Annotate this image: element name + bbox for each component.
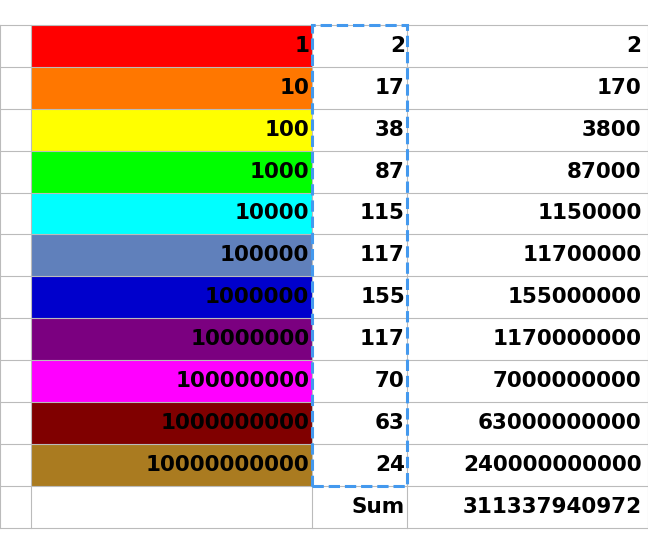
Text: 2: 2 [390, 36, 405, 56]
Text: 10000: 10000 [235, 204, 309, 223]
Text: 10: 10 [279, 78, 309, 98]
Bar [31, 318, 312, 360]
Text: 63000000000: 63000000000 [478, 413, 642, 433]
Text: 7000000000: 7000000000 [492, 371, 642, 391]
Bar [31, 109, 312, 151]
Text: 240000000000: 240000000000 [463, 455, 642, 475]
Text: 10000000: 10000000 [190, 329, 309, 349]
Text: 100000: 100000 [220, 245, 309, 266]
Text: 1000000: 1000000 [205, 287, 309, 307]
Text: 311337940972: 311337940972 [463, 497, 642, 517]
Bar [31, 402, 312, 444]
Bar [31, 67, 312, 109]
Text: 38: 38 [375, 119, 405, 140]
Bar [31, 277, 312, 318]
Text: 10000000000: 10000000000 [145, 455, 309, 475]
Text: 115: 115 [360, 204, 405, 223]
Text: 11700000: 11700000 [522, 245, 642, 266]
Bar [31, 234, 312, 276]
Bar [31, 151, 312, 192]
Text: 155: 155 [360, 287, 405, 307]
Text: 17: 17 [375, 78, 405, 98]
Text: 2: 2 [627, 36, 642, 56]
Text: 1170000000: 1170000000 [492, 329, 642, 349]
Text: 3800: 3800 [582, 119, 642, 140]
Text: 170: 170 [597, 78, 642, 98]
Text: 87000: 87000 [567, 162, 642, 182]
Text: 100000000: 100000000 [175, 371, 309, 391]
Text: 70: 70 [375, 371, 405, 391]
Text: 1150000: 1150000 [537, 204, 642, 223]
Text: 117: 117 [360, 329, 405, 349]
Text: Sum: Sum [352, 497, 405, 517]
Bar [31, 192, 312, 234]
Text: 1: 1 [294, 36, 309, 56]
Text: 1000000000: 1000000000 [160, 413, 309, 433]
Text: 87: 87 [375, 162, 405, 182]
Text: 117: 117 [360, 245, 405, 266]
Bar [312, 25, 408, 486]
Text: 155000000: 155000000 [507, 287, 642, 307]
Text: 63: 63 [375, 413, 405, 433]
Text: 24: 24 [375, 455, 405, 475]
Bar [31, 360, 312, 402]
Text: 1000: 1000 [249, 162, 309, 182]
Bar [31, 25, 312, 67]
Text: 100: 100 [264, 119, 309, 140]
Bar [31, 444, 312, 486]
